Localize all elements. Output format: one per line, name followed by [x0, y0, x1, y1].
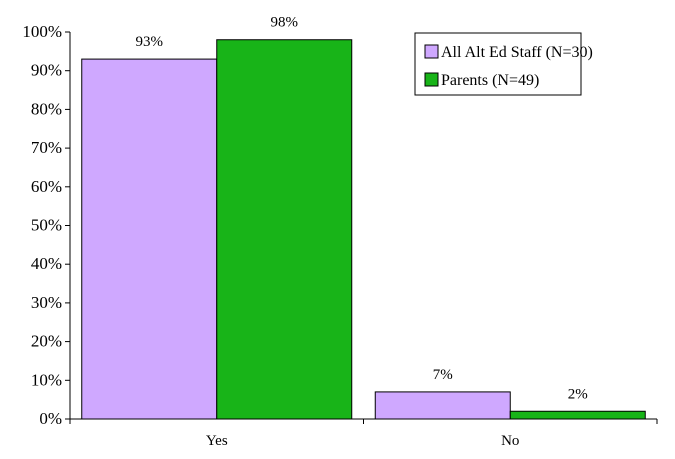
y-tick-label: 30% — [31, 293, 62, 312]
y-tick-label: 20% — [31, 332, 62, 351]
bar-yes-series-2 — [216, 39, 353, 420]
y-tick-label: 100% — [22, 22, 62, 41]
legend: All Alt Ed Staff (N=30) Parents (N=49) — [414, 32, 593, 96]
bar-no-series-2 — [509, 410, 646, 420]
y-tick-label: 50% — [31, 216, 62, 235]
y-tick-label: 80% — [31, 99, 62, 118]
legend-swatch — [424, 72, 439, 87]
legend-swatch — [424, 44, 439, 59]
bar-no-series-1 — [374, 391, 511, 420]
bar-yes-series-1 — [81, 58, 218, 420]
y-tick-label: 40% — [31, 254, 62, 273]
y-tick-label: 0% — [39, 409, 62, 428]
legend-label: All Alt Ed Staff (N=30) — [441, 44, 593, 61]
data-label: 7% — [433, 367, 453, 383]
y-tick-label: 10% — [31, 370, 62, 389]
legend-label: Parents (N=49) — [441, 72, 539, 89]
legend-box — [414, 32, 582, 96]
y-tick-label: 60% — [31, 177, 62, 196]
data-label: 98% — [271, 15, 299, 31]
labels-layer: 93% 98% Yes 7% 2% No 0% 10% 20% 30% 40% 50% 60% 70% 80… — [22, 15, 587, 449]
x-tick-label: Yes — [206, 433, 228, 449]
axes-layer — [65, 31, 658, 424]
data-label: 2% — [568, 386, 588, 402]
y-tick-label: 90% — [31, 61, 62, 80]
bars-layer — [81, 39, 646, 420]
x-tick-label: No — [501, 433, 519, 449]
y-tick-label: 70% — [31, 138, 62, 157]
data-label: 93% — [136, 34, 164, 50]
